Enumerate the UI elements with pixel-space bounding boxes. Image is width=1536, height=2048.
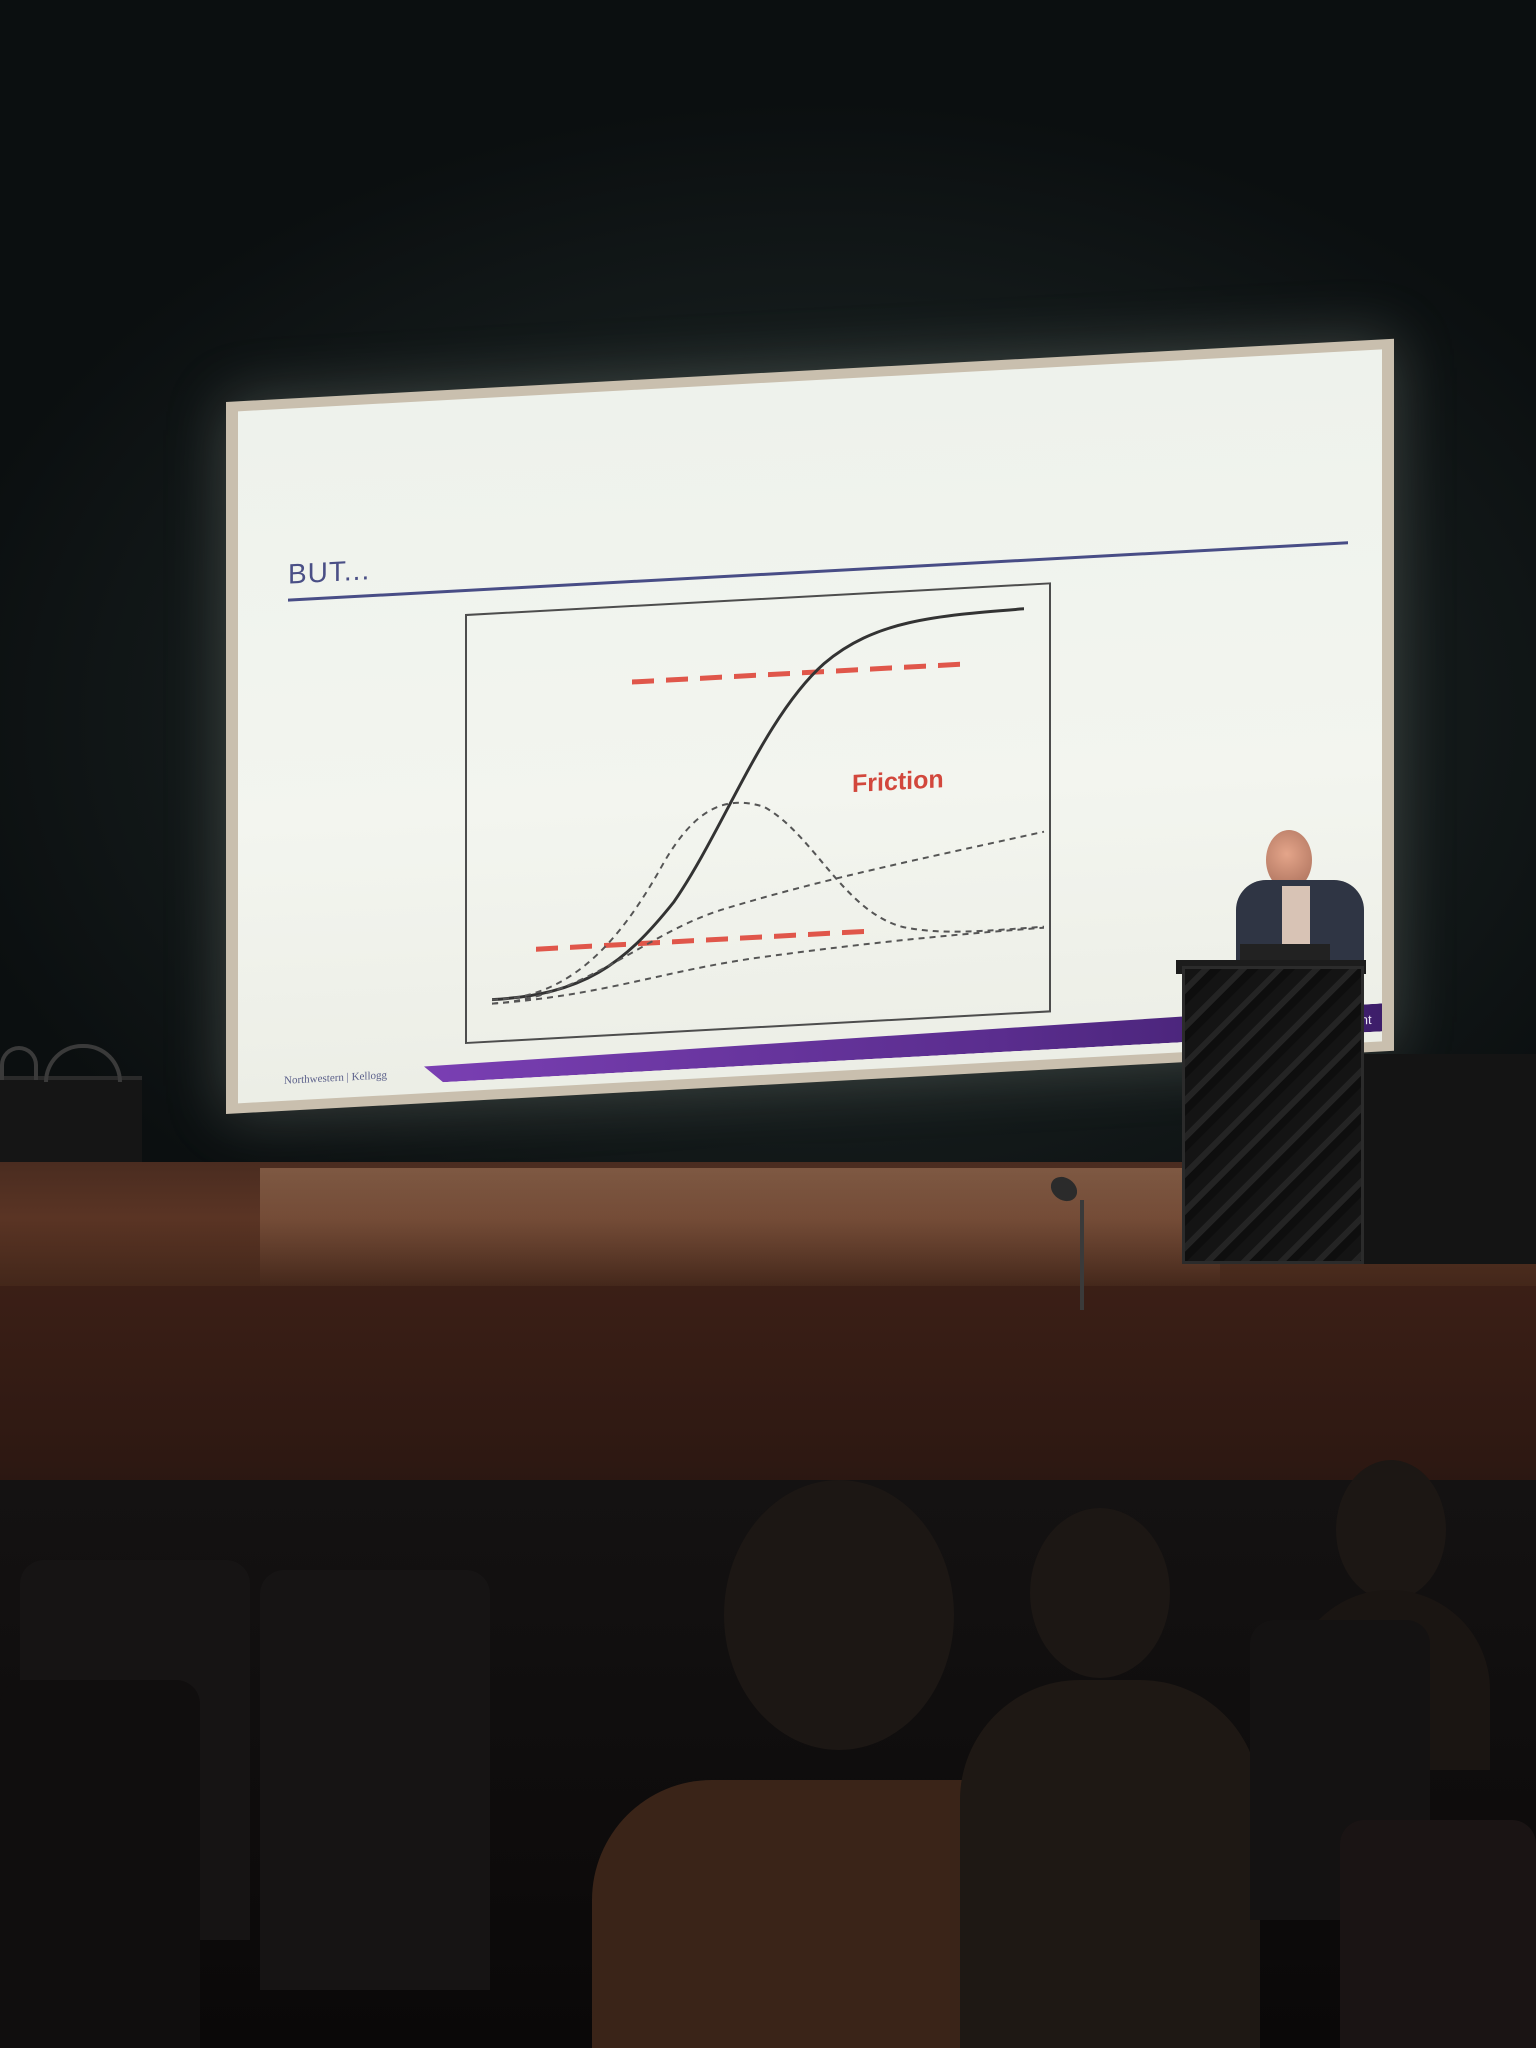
friction-label: Friction <box>852 765 944 799</box>
audience-area <box>0 1460 1536 2048</box>
panel-chair <box>0 1046 38 1080</box>
audience-head <box>1336 1460 1446 1600</box>
seat <box>0 1680 200 2048</box>
seat <box>1340 1820 1536 2048</box>
projected-slide: BUT... Friction Northwestern | Kellogg C… <box>238 349 1382 1104</box>
podium <box>1182 966 1364 1264</box>
podium-back-panel <box>1360 1054 1536 1264</box>
lower-ceiling-line <box>536 928 864 952</box>
upper-ceiling-line <box>632 661 964 685</box>
seat <box>260 1570 490 1990</box>
audience-head <box>1030 1508 1170 1678</box>
projection-screen-frame: BUT... Friction Northwestern | Kellogg C… <box>226 338 1394 1114</box>
chart-frame <box>465 582 1051 1045</box>
title-underline <box>288 541 1348 602</box>
slow-adoption-dashed <box>491 830 1045 1005</box>
footer-logo: Northwestern | Kellogg <box>284 1069 388 1087</box>
bell-curve-dashed <box>491 801 1045 1001</box>
audience-shoulders <box>960 1680 1260 2048</box>
slide-title: BUT... <box>288 554 371 590</box>
audience-head <box>724 1480 954 1750</box>
microphone-stand <box>1080 1200 1084 1310</box>
flat-adoption-dashed <box>491 926 1045 1005</box>
diffusion-chart <box>464 581 1052 1045</box>
chart-svg <box>465 582 1051 1045</box>
